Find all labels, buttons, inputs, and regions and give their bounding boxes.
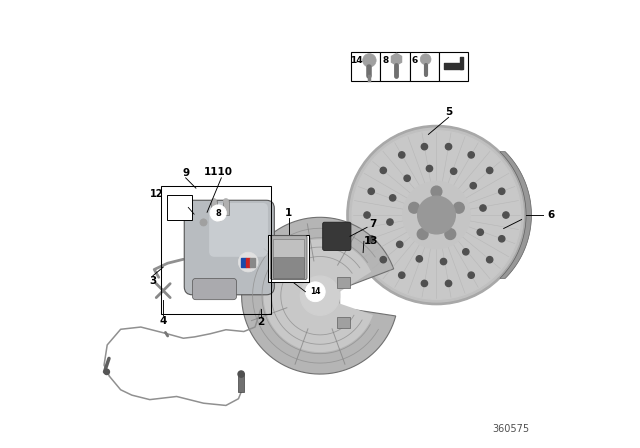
Circle shape bbox=[499, 236, 505, 242]
Bar bbox=[269, 235, 309, 282]
FancyBboxPatch shape bbox=[323, 222, 351, 250]
Circle shape bbox=[399, 272, 405, 278]
Text: 360575: 360575 bbox=[492, 424, 529, 434]
Polygon shape bbox=[264, 239, 373, 352]
Bar bbox=[337, 317, 350, 328]
Text: 9: 9 bbox=[182, 168, 189, 178]
Polygon shape bbox=[500, 152, 531, 278]
Bar bbox=[167, 195, 193, 220]
Circle shape bbox=[238, 252, 258, 272]
Circle shape bbox=[426, 165, 433, 172]
Circle shape bbox=[211, 198, 216, 204]
Text: 8: 8 bbox=[215, 208, 221, 218]
Text: 4: 4 bbox=[159, 316, 167, 326]
Circle shape bbox=[387, 219, 393, 225]
Bar bbox=[410, 52, 438, 81]
Circle shape bbox=[380, 257, 387, 263]
FancyBboxPatch shape bbox=[193, 279, 237, 300]
Circle shape bbox=[305, 282, 325, 302]
Circle shape bbox=[347, 125, 526, 305]
Circle shape bbox=[200, 219, 207, 226]
Circle shape bbox=[300, 276, 340, 315]
Circle shape bbox=[223, 198, 228, 204]
Circle shape bbox=[404, 175, 410, 181]
Bar bbox=[380, 52, 410, 81]
Circle shape bbox=[440, 258, 447, 265]
FancyBboxPatch shape bbox=[270, 236, 307, 280]
Circle shape bbox=[416, 256, 422, 262]
Circle shape bbox=[470, 183, 476, 189]
Circle shape bbox=[418, 196, 455, 234]
Circle shape bbox=[468, 272, 474, 278]
Circle shape bbox=[468, 152, 474, 158]
Circle shape bbox=[499, 188, 505, 194]
Circle shape bbox=[238, 371, 244, 377]
Circle shape bbox=[445, 280, 452, 287]
Circle shape bbox=[363, 54, 376, 67]
Circle shape bbox=[486, 167, 493, 173]
Bar bbox=[239, 374, 244, 392]
Bar bbox=[223, 201, 228, 215]
Circle shape bbox=[477, 229, 483, 235]
Circle shape bbox=[368, 236, 374, 242]
Circle shape bbox=[368, 188, 374, 194]
Circle shape bbox=[420, 54, 431, 65]
Circle shape bbox=[445, 143, 452, 150]
Text: 6: 6 bbox=[547, 210, 554, 220]
Bar bbox=[273, 257, 305, 278]
Text: 3: 3 bbox=[149, 276, 157, 286]
Circle shape bbox=[380, 167, 387, 173]
Text: 7: 7 bbox=[370, 219, 377, 229]
Bar bbox=[439, 52, 468, 81]
Text: 5: 5 bbox=[445, 107, 452, 117]
Circle shape bbox=[445, 228, 456, 239]
Polygon shape bbox=[242, 217, 396, 374]
Circle shape bbox=[399, 152, 405, 158]
Circle shape bbox=[216, 214, 223, 221]
Circle shape bbox=[403, 181, 470, 249]
Circle shape bbox=[463, 249, 469, 255]
Text: 2: 2 bbox=[257, 317, 264, 327]
Text: 14: 14 bbox=[351, 56, 363, 65]
Bar bbox=[211, 201, 216, 215]
Circle shape bbox=[104, 369, 109, 375]
Text: 14: 14 bbox=[310, 287, 321, 296]
Circle shape bbox=[390, 195, 396, 201]
Circle shape bbox=[352, 131, 521, 299]
Bar bbox=[241, 258, 246, 267]
Bar bbox=[273, 239, 305, 257]
Circle shape bbox=[421, 280, 428, 287]
Circle shape bbox=[210, 205, 227, 221]
Circle shape bbox=[480, 205, 486, 211]
Circle shape bbox=[421, 143, 428, 150]
Circle shape bbox=[417, 228, 428, 239]
Text: 8: 8 bbox=[383, 56, 389, 65]
FancyBboxPatch shape bbox=[209, 203, 268, 257]
Circle shape bbox=[451, 168, 457, 174]
Bar bbox=[351, 52, 380, 81]
Circle shape bbox=[397, 241, 403, 247]
Circle shape bbox=[454, 202, 464, 213]
Bar bbox=[337, 277, 350, 288]
Bar bbox=[246, 258, 250, 267]
Circle shape bbox=[409, 202, 419, 213]
Text: 6: 6 bbox=[412, 56, 418, 65]
Circle shape bbox=[431, 186, 442, 197]
Bar bbox=[161, 186, 271, 314]
FancyBboxPatch shape bbox=[184, 200, 275, 295]
Text: 1: 1 bbox=[285, 208, 292, 218]
Circle shape bbox=[349, 128, 524, 302]
Circle shape bbox=[503, 212, 509, 218]
Text: 1110: 1110 bbox=[204, 168, 232, 177]
Bar bbox=[250, 258, 255, 267]
Circle shape bbox=[486, 257, 493, 263]
Text: 12: 12 bbox=[150, 189, 163, 199]
Circle shape bbox=[364, 212, 370, 218]
Text: 13: 13 bbox=[364, 237, 378, 246]
